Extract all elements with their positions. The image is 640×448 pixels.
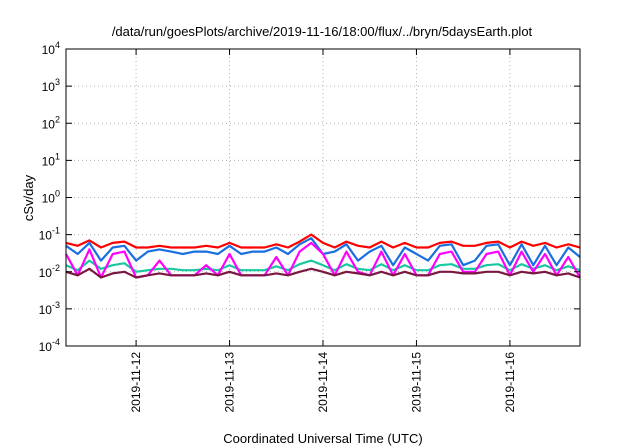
- y-tick-label: 10-1: [39, 226, 60, 243]
- y-tick-label: 104: [42, 40, 60, 57]
- y-tick-base: 10: [42, 192, 56, 206]
- y-tick-label: 101: [42, 151, 60, 168]
- x-axis-title: Coordinated Universal Time (UTC): [223, 431, 422, 446]
- y-tick-label: 10-2: [39, 263, 60, 280]
- y-tick-base: 10: [42, 117, 56, 131]
- chart-title: /data/run/goesPlots/archive/2019-11-16/1…: [112, 24, 533, 39]
- y-tick-base: 10: [39, 340, 53, 354]
- y-tick-exponent: 1: [55, 151, 60, 161]
- series-group: [65, 233, 581, 279]
- x-tick-label: 2019-11-15: [409, 352, 423, 413]
- grid: [66, 49, 580, 346]
- y-tick-base: 10: [39, 229, 53, 243]
- y-tick-exponent: 3: [55, 77, 60, 87]
- y-tick-label: 100: [42, 189, 60, 206]
- y-tick-label: 10-3: [39, 300, 60, 317]
- series-line-4: [65, 241, 581, 279]
- y-tick-base: 10: [42, 43, 56, 57]
- y-tick-base: 10: [39, 303, 53, 317]
- y-tick-base: 10: [42, 154, 56, 168]
- x-axis: 2019-11-12 2019-11-13 2019-11-14 2019-11-15…: [129, 49, 517, 413]
- y-tick-base: 10: [42, 80, 56, 94]
- y-tick-exponent: 4: [55, 40, 60, 50]
- x-tick-label: 2019-11-13: [223, 352, 237, 413]
- y-tick-label: 102: [42, 114, 60, 131]
- series-line-5: [65, 267, 581, 279]
- y-tick-label: 10-4: [39, 337, 60, 354]
- y-tick-exponent: 2: [55, 114, 60, 124]
- x-tick-label: 2019-11-12: [129, 352, 143, 413]
- y-tick-exponent: 0: [55, 189, 60, 199]
- y-tick-exponent: -4: [52, 337, 60, 347]
- y-tick-base: 10: [39, 266, 53, 280]
- series-line-1: [65, 233, 581, 249]
- y-tick-exponent: -2: [52, 263, 60, 273]
- y-tick-exponent: -3: [52, 300, 60, 310]
- x-tick-label: 2019-11-16: [503, 352, 517, 413]
- y-axis-title: cSv/day: [21, 174, 36, 221]
- y-tick-exponent: -1: [52, 226, 60, 236]
- x-tick-label: 2019-11-14: [316, 352, 330, 413]
- y-tick-label: 103: [42, 77, 60, 94]
